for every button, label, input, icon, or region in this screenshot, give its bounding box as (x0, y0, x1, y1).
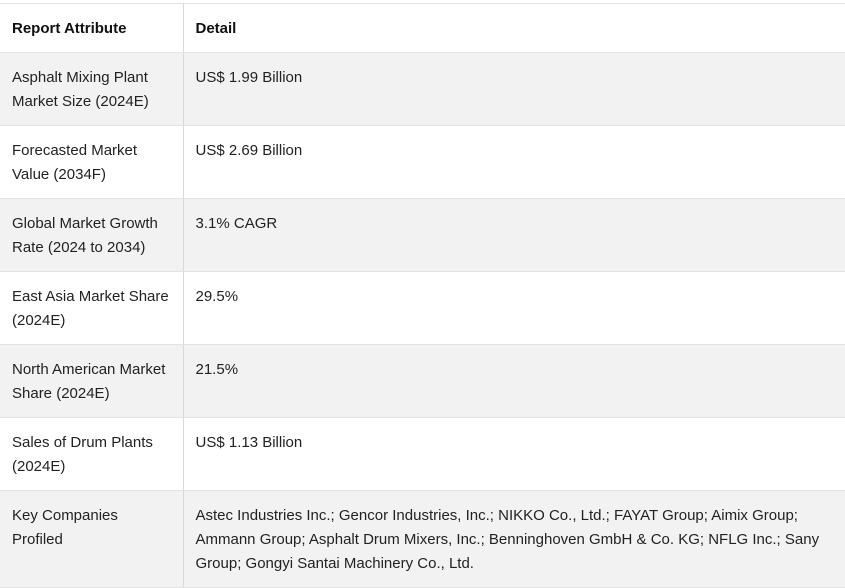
table-row: Asphalt Mixing Plant Market Size (2024E)… (0, 52, 845, 126)
attribute-cell: Global Market Growth Rate (2024 to 2034) (0, 198, 184, 272)
table-row: Global Market Growth Rate (2024 to 2034)… (0, 198, 845, 272)
table-body: Asphalt Mixing Plant Market Size (2024E)… (0, 52, 845, 588)
table-row: North American Market Share (2024E) 21.5… (0, 344, 845, 418)
detail-cell: 21.5% (183, 344, 845, 418)
table-row: Sales of Drum Plants (2024E) US$ 1.13 Bi… (0, 417, 845, 491)
attribute-cell: Asphalt Mixing Plant Market Size (2024E) (0, 52, 184, 126)
report-attributes-table: Report Attribute Detail Asphalt Mixing P… (0, 3, 845, 588)
detail-cell: 29.5% (183, 271, 845, 345)
table-row: East Asia Market Share (2024E) 29.5% (0, 271, 845, 345)
attribute-cell: East Asia Market Share (2024E) (0, 271, 184, 345)
attribute-cell: North American Market Share (2024E) (0, 344, 184, 418)
header-report-attribute: Report Attribute (0, 3, 184, 53)
detail-cell: Astec Industries Inc.; Gencor Industries… (183, 490, 845, 588)
header-row: Report Attribute Detail (0, 3, 845, 53)
detail-cell: US$ 1.13 Billion (183, 417, 845, 491)
table-row: Forecasted Market Value (2034F) US$ 2.69… (0, 125, 845, 199)
header-detail: Detail (183, 3, 845, 53)
detail-cell: US$ 2.69 Billion (183, 125, 845, 199)
attribute-cell: Key Companies Profiled (0, 490, 184, 588)
table-header: Report Attribute Detail (0, 3, 845, 53)
attribute-cell: Sales of Drum Plants (2024E) (0, 417, 184, 491)
detail-cell: US$ 1.99 Billion (183, 52, 845, 126)
detail-cell: 3.1% CAGR (183, 198, 845, 272)
attribute-cell: Forecasted Market Value (2034F) (0, 125, 184, 199)
table-row: Key Companies Profiled Astec Industries … (0, 490, 845, 588)
